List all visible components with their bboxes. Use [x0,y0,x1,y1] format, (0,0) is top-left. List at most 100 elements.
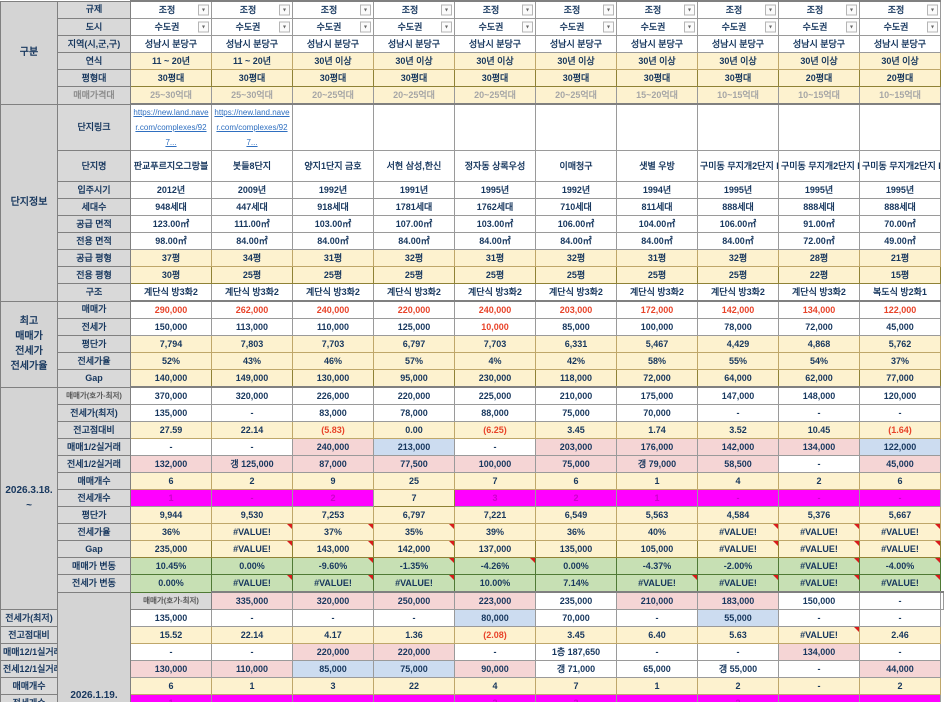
danji-link-cell[interactable]: https://new.land.nave r.com/complexes/92… [211,103,293,151]
row-label-jeonsega-byeondong: 전세가 변동 [57,574,131,593]
peak-jeonsega: 100,000 [616,318,698,336]
gyuje-select[interactable]: 조정 ▾ [454,0,536,19]
jeonyong-pyeong-value: 25평 [535,266,617,284]
chevron-down-icon[interactable]: ▾ [279,21,290,33]
row-p2-mm-real: 매매12/1실거래 - -220,000 220,000-1층 187,650- -13… [0,643,944,661]
chevron-down-icon[interactable]: ▾ [927,4,938,16]
dosi-select[interactable]: 수도권 ▾ [454,18,536,36]
jeonse-gaesu: 2 [292,489,374,507]
empty-cell[interactable] [535,103,617,151]
empty-cell[interactable] [373,103,455,151]
jiyeok-value: 성남시 분당구 [778,35,860,53]
row-label-danjilink: 단지링크 [57,103,131,151]
chevron-down-icon[interactable]: ▾ [441,21,452,33]
dosi-select[interactable]: 수도권 ▾ [292,18,374,36]
jeonsega-byeondong: #VALUE! [778,574,860,593]
chevron-down-icon[interactable]: ▾ [927,21,938,33]
gonggeup-myeonjeok-value: 103.00㎡ [292,215,374,233]
maemae-real: - [211,438,293,456]
chevron-down-icon[interactable]: ▾ [522,21,533,33]
maemae-gaesu: 2 [778,472,860,490]
peak-jeonsega: 10,000 [454,318,536,336]
yeonsik-value: 30년 이상 [535,52,617,70]
gyuje-select[interactable]: 조정 ▾ [292,0,374,19]
chevron-down-icon[interactable]: ▾ [765,4,776,16]
yeonsik-value: 30년 이상 [616,52,698,70]
danji-link[interactable]: https://new.land.nave r.com/complexes/92… [133,108,209,147]
chevron-down-icon[interactable]: ▾ [279,4,290,16]
empty-cell[interactable] [859,103,941,151]
jeonse-real: 87,000 [292,455,374,473]
chevron-down-icon[interactable]: ▾ [846,21,857,33]
jeongojeom-value: 1.36 [373,626,455,644]
row-p1-jeongo: 전고점대비 27.59 22.14 (5.83) 0.00 (6.25) 3.45 1.74 3… [1,421,944,439]
dosi-select[interactable]: 수도권 ▾ [697,18,779,36]
dosi-select[interactable]: 수도권 ▾ [859,18,941,36]
jeongojeom-value: 2.46 [859,626,941,644]
row-danjilink: 단지정보 단지링크 https://new.land.nave r.com/comp… [0,103,944,302]
chevron-down-icon[interactable]: ▾ [441,4,452,16]
gyuje-select[interactable]: 조정 ▾ [535,0,617,19]
dosi-select[interactable]: 수도권 ▾ [535,18,617,36]
chevron-down-icon[interactable]: ▾ [360,4,371,16]
ipju-value: 1995년 [859,181,941,199]
empty-cell[interactable] [778,103,860,151]
pyeonghyeongdae-value: 30평대 [130,69,212,87]
maemaega-byeondong: -1.35% [373,557,455,575]
gyuje-select[interactable]: 조정 ▾ [778,0,860,19]
chevron-down-icon[interactable]: ▾ [603,4,614,16]
chevron-down-icon[interactable]: ▾ [684,4,695,16]
gujo-value: 계단식 방3화2 [697,283,779,302]
chevron-down-icon[interactable]: ▾ [198,21,209,33]
jeonsega-low: - [292,609,374,627]
dosi-select[interactable]: 수도권 ▾ [778,18,860,36]
chevron-down-icon[interactable]: ▾ [360,21,371,33]
peak-jeonsegayul: 4% [454,352,536,370]
chevron-down-icon[interactable]: ▾ [603,21,614,33]
danji-link-cell[interactable]: https://new.land.nave r.com/complexes/92… [130,103,212,151]
jeonsega-byeondong: #VALUE! [292,574,374,593]
ipju-value: 1992년 [292,181,374,199]
chevron-down-icon[interactable]: ▾ [198,4,209,16]
jeonsegayul: 37% [292,523,374,541]
gyuje-select[interactable]: 조정 ▾ [373,0,455,19]
gyuje-select[interactable]: 조정 ▾ [616,0,698,19]
peak-maemaega: 142,000 [697,300,779,319]
row-label-jeonyong-myeonjeok: 전용 면적 [57,232,131,250]
gyuje-select[interactable]: 조정 ▾ [697,0,779,19]
danji-link[interactable]: https://new.land.nave r.com/complexes/92… [214,108,290,147]
gyuje-select[interactable]: 조정 ▾ [130,0,212,19]
dosi-select[interactable]: 수도권 ▾ [373,18,455,36]
row-p1-gap: Gap 235,000 #VALUE! 143,000 142,000 137,000 13… [1,540,944,558]
peak-jeonsegayul: 46% [292,352,374,370]
dosi-select[interactable]: 수도권 ▾ [616,18,698,36]
chevron-down-icon[interactable]: ▾ [522,4,533,16]
empty-cell[interactable] [616,103,698,151]
empty-cell[interactable] [292,103,374,151]
sedaesu-value: 888세대 [697,198,779,216]
gagyeokdae-value: 15~20억대 [616,86,698,105]
chevron-down-icon[interactable]: ▾ [684,21,695,33]
jeonsegayul: 40% [616,523,698,541]
gujo-value: 계단식 방3화2 [454,283,536,302]
chevron-down-icon[interactable]: ▾ [765,21,776,33]
dosi-select[interactable]: 수도권 ▾ [130,18,212,36]
pyeongdanga: 5,667 [859,506,941,524]
row-label-maemae-gaesu: 매매개수 [57,472,131,490]
gyuje-select[interactable]: 조정 ▾ [859,0,941,19]
sedaesu-value: 888세대 [859,198,941,216]
row-label-maemaegagyeokdae: 매매가격대 [57,86,131,105]
peak-pyeongdanga: 5,762 [859,335,941,353]
dosi-select[interactable]: 수도권 ▾ [211,18,293,36]
jeonse-real: 갱 125,000 [211,455,293,473]
gap: #VALUE! [211,540,293,558]
empty-cell[interactable] [697,103,779,151]
jeonsegayul: #VALUE! [859,523,941,541]
gyuje-select[interactable]: 조정 ▾ [211,0,293,19]
chevron-down-icon[interactable]: ▾ [846,4,857,16]
group-header-p1: 2026.3.18. ~ [0,386,58,610]
empty-cell[interactable] [454,103,536,151]
row-label-maemaega-byeondong: 매매가 변동 [57,557,131,575]
